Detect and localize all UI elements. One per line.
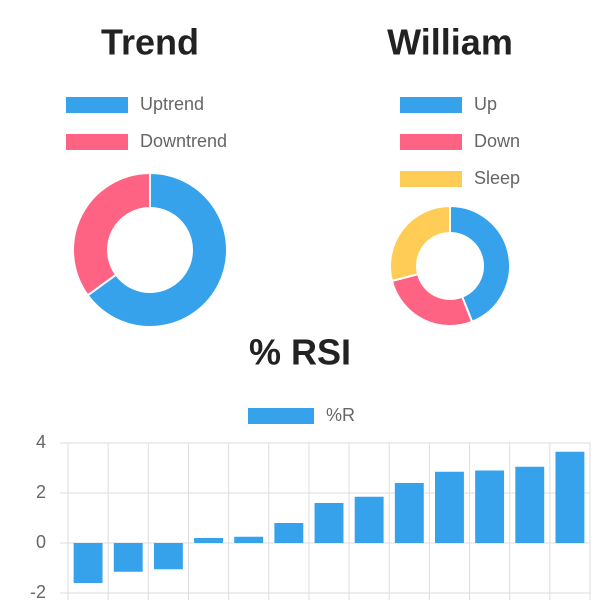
bar: [435, 471, 464, 543]
legend-label: Uptrend: [140, 94, 204, 114]
bar: [555, 451, 585, 543]
chart-title: % RSI: [249, 332, 351, 373]
doughnut-slice: [390, 272, 474, 327]
legend-label: Down: [474, 131, 520, 151]
doughnut-slice: [72, 171, 151, 297]
bar: [153, 543, 183, 570]
bar: [194, 538, 223, 543]
bar: [475, 470, 505, 543]
doughnut-slice: [86, 171, 228, 328]
bar: [73, 543, 103, 583]
bar: [394, 483, 424, 543]
bar: [314, 503, 344, 543]
legend-swatch: [400, 171, 462, 187]
bar: [113, 543, 143, 572]
chart-title: Trend: [101, 22, 199, 63]
bar: [354, 496, 384, 543]
chart-title: William: [387, 22, 513, 63]
y-tick-label: 2: [36, 482, 46, 502]
legend-label: Downtrend: [140, 131, 227, 151]
legend-swatch: [400, 134, 462, 150]
doughnut-slice: [449, 204, 511, 324]
legend-label: %R: [326, 405, 355, 425]
legend-swatch: [66, 97, 128, 113]
legend-label: Sleep: [474, 168, 520, 188]
doughnut-slice: [389, 204, 451, 283]
legend-swatch: [248, 408, 314, 424]
y-tick-label: -2: [30, 582, 46, 600]
y-tick-label: 0: [36, 532, 46, 552]
y-tick-label: 4: [36, 432, 46, 452]
bar: [274, 523, 304, 543]
bar: [234, 536, 264, 543]
legend-swatch: [66, 134, 128, 150]
legend-swatch: [400, 97, 462, 113]
bar: [515, 466, 545, 543]
legend-label: Up: [474, 94, 497, 114]
